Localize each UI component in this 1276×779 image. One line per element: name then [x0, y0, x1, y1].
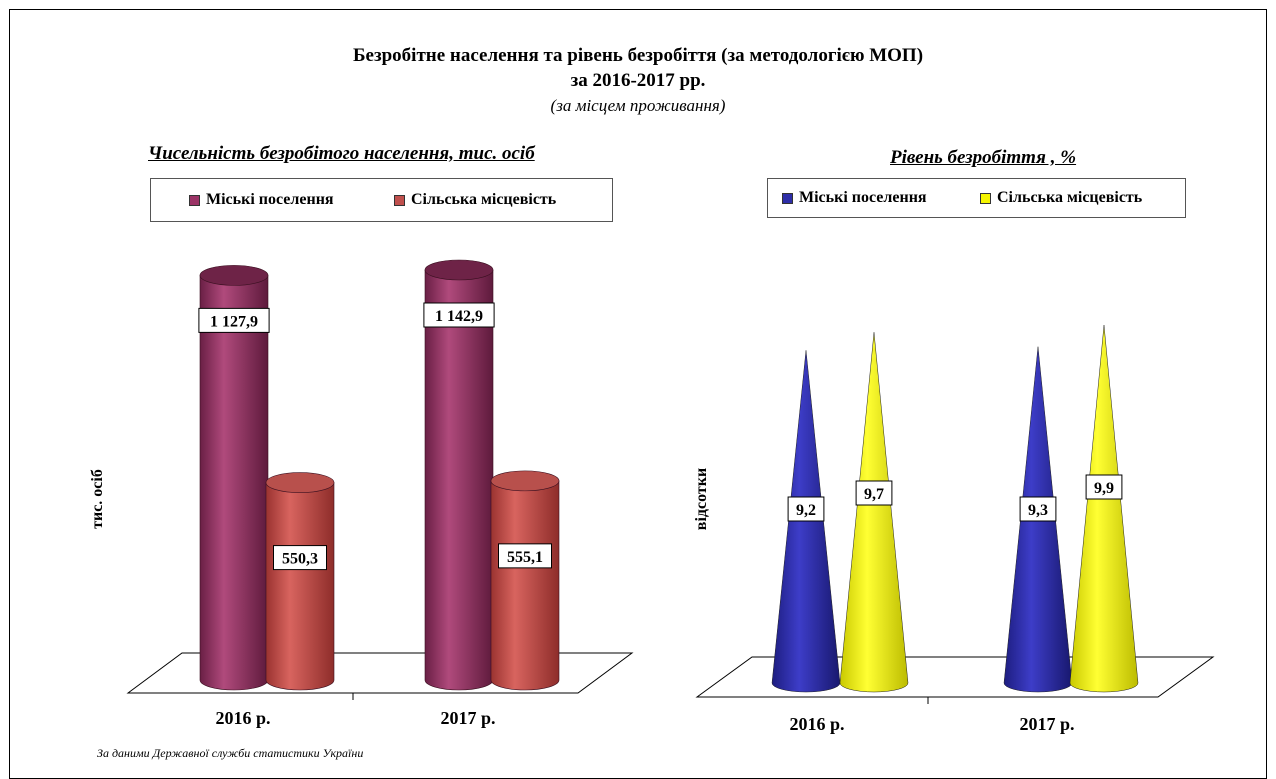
chart1-data-label: 1 142,9 — [435, 308, 483, 325]
chart1-bar — [199, 275, 269, 691]
chart1-bar-top — [199, 265, 269, 286]
chart1-bar-top — [265, 472, 335, 493]
chart2-data-label-box — [1085, 474, 1123, 500]
chart1-bar — [424, 269, 494, 691]
chart1-title: Чисельність безробітого населення, тис. … — [148, 143, 535, 164]
legend-swatch — [394, 194, 405, 206]
chart1-bar-top — [490, 470, 560, 492]
source-note: За даними Державної служби статистики Ук… — [97, 746, 364, 760]
chart2-data-label: 9,3 — [1028, 502, 1048, 519]
legend-label: Сільська місцевість — [411, 191, 557, 208]
chart2-title: Рівень безробіття , % — [890, 147, 1077, 168]
chart2-x-tick-label: 2017 р. — [1019, 714, 1074, 734]
chart1-bar-top — [424, 259, 494, 281]
chart2-data-label: 9,7 — [864, 486, 884, 503]
chart2-data-label: 9,2 — [796, 502, 816, 519]
legend-swatch — [980, 192, 991, 204]
legend2-item-urban: Міські поселення — [782, 179, 927, 217]
subtitle: (за місцем проживання) — [550, 96, 726, 115]
legend-label: Міські поселення — [206, 191, 334, 208]
legend1-item-rural: Сільська місцевість — [394, 179, 556, 221]
legend2-item-rural: Сільська місцевість — [980, 179, 1142, 217]
chart1-data-label: 1 127,9 — [210, 313, 258, 330]
legend-swatch — [782, 192, 793, 204]
chart2-legend: Міські поселення Сільська місцевість — [767, 178, 1186, 218]
chart1-data-label-box — [423, 302, 495, 328]
chart1-x-tick-label: 2016 р. — [215, 708, 270, 728]
chart2-cone — [839, 332, 909, 693]
main-title: Безробітне населення та рівень безробітт… — [352, 45, 924, 66]
chart2-data-label: 9,9 — [1094, 480, 1114, 497]
chart2-cone — [1069, 324, 1139, 693]
chart1-legend: Міські поселення Сільська місцевість — [150, 178, 613, 222]
main-title-line2: за 2016-2017 рр. — [570, 70, 706, 91]
legend-swatch — [189, 194, 200, 206]
chart1-x-tick-label: 2017 р. — [440, 708, 495, 728]
chart1-bar — [490, 480, 560, 691]
chart1-data-label-box — [498, 543, 552, 569]
chart1-data-label-box — [273, 545, 327, 571]
chart1-bar — [265, 482, 335, 691]
chart2-data-label-box — [787, 496, 825, 522]
chart2-data-label-box — [1019, 496, 1057, 522]
legend-label: Сільська місцевість — [997, 189, 1143, 206]
chart2-x-tick-label: 2016 р. — [789, 714, 844, 734]
legend1-item-urban: Міські поселення — [189, 179, 334, 221]
legend-label: Міські поселення — [799, 189, 927, 206]
chart1-data-label-box — [198, 307, 270, 333]
chart1-data-label: 555,1 — [507, 549, 543, 566]
chart2-data-label-box — [855, 480, 893, 506]
chart1-data-label: 550,3 — [282, 551, 318, 568]
